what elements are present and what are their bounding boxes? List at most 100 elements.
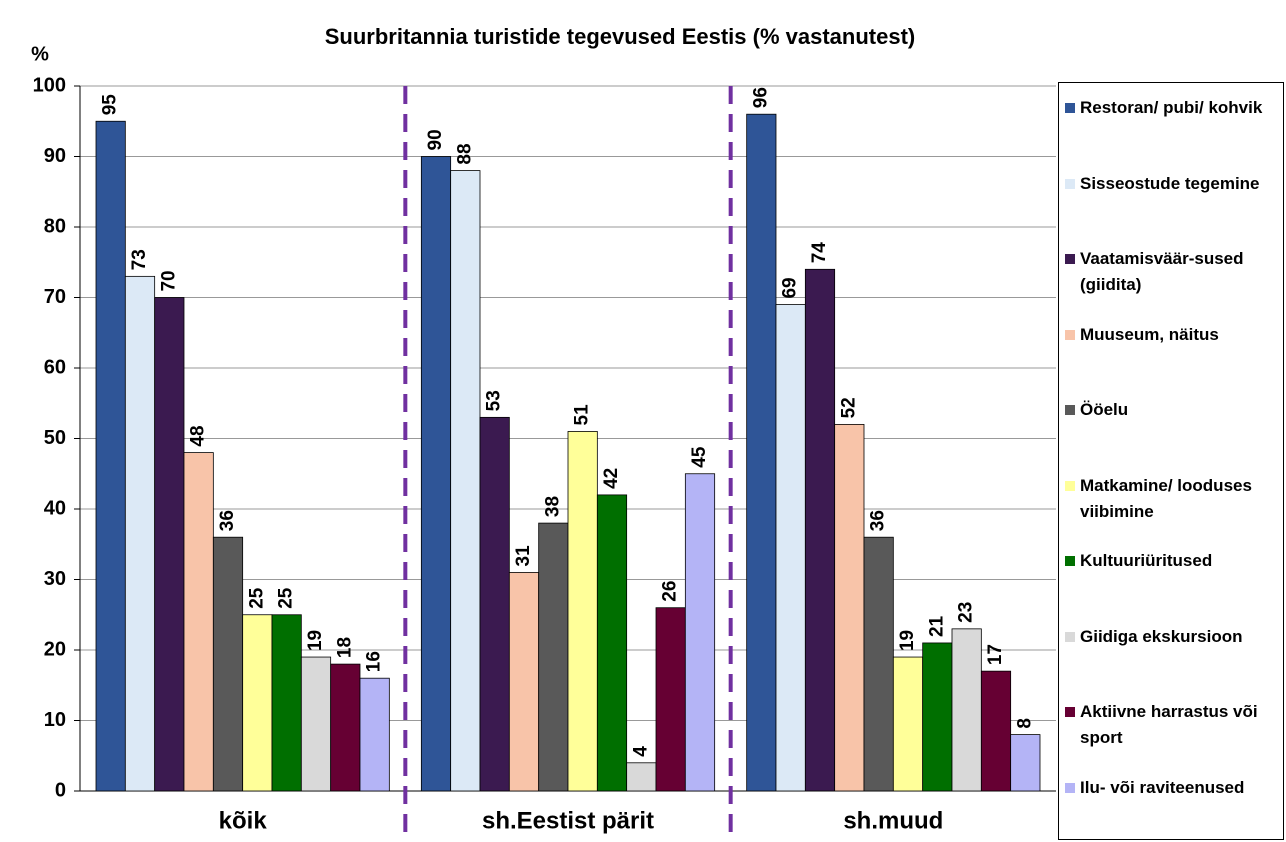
y-tick-label: 90 [44, 145, 66, 167]
data-label: 8 [1014, 718, 1035, 729]
data-label: 23 [956, 602, 977, 623]
legend-swatch [1065, 556, 1075, 566]
data-label: 19 [305, 630, 326, 651]
bar [863, 536, 894, 792]
bar [596, 494, 628, 792]
legend-entry: Muuseum, näitus [1065, 322, 1281, 348]
bar [626, 762, 657, 792]
bar [775, 304, 806, 792]
data-label: 25 [246, 587, 267, 609]
y-tick-label: 80 [44, 215, 66, 237]
data-label: 45 [689, 446, 710, 468]
legend-label: Ilu- või raviteenused [1080, 777, 1245, 797]
data-label: 88 [454, 143, 475, 164]
data-label: 36 [868, 510, 889, 531]
bar [242, 614, 273, 792]
x-tick-label: kõik [219, 807, 268, 834]
legend-label: Aktiivne harrastus või sport [1080, 702, 1258, 747]
bar [420, 156, 452, 792]
bar [154, 297, 185, 792]
data-label: 53 [484, 390, 505, 411]
y-tick-label: 50 [44, 427, 66, 449]
legend-swatch [1065, 329, 1075, 340]
chart-title: Suurbritannia turistide tegevused Eestis… [325, 24, 915, 49]
legend-label: Kultuuriüritused [1080, 551, 1213, 570]
data-label: 48 [188, 425, 209, 446]
legend-swatch [1065, 254, 1075, 264]
bar [359, 677, 390, 792]
legend-swatch [1065, 707, 1075, 717]
data-label: 21 [926, 615, 947, 637]
bar [212, 536, 244, 792]
y-tick-label: 20 [44, 638, 66, 660]
legend-swatch [1065, 782, 1075, 793]
data-label: 38 [542, 496, 563, 517]
bar [567, 431, 598, 792]
bar [892, 656, 924, 792]
bar [450, 170, 481, 792]
data-label: 42 [601, 468, 622, 489]
legend-label: Vaatamisväär-sused (giidita) [1080, 249, 1244, 294]
bar [1010, 734, 1041, 792]
data-label: 90 [425, 129, 446, 150]
bar [124, 275, 156, 792]
bar [538, 522, 569, 792]
data-label: 51 [572, 404, 593, 426]
data-label: 25 [276, 587, 297, 609]
bar [271, 614, 302, 792]
y-axis-label: % [31, 43, 49, 65]
y-tick-label: 10 [44, 709, 66, 731]
data-label: 69 [780, 277, 801, 298]
legend-entry: Vaatamisväär-sused (giidita) [1065, 246, 1281, 298]
data-label: 31 [513, 545, 534, 567]
legend-label: Ööelu [1080, 400, 1129, 419]
data-label: 73 [129, 249, 150, 270]
legend-swatch [1065, 480, 1075, 491]
legend-label: Matkamine/ looduses viibimine [1080, 475, 1252, 521]
data-label: 18 [334, 637, 355, 658]
data-label: 52 [838, 397, 859, 418]
legend-entry: Ilu- või raviteenused [1065, 775, 1281, 801]
legend-entry: Aktiivne harrastus või sport [1065, 699, 1281, 751]
legend-entry: Giidiga ekskursioon [1065, 624, 1281, 650]
bar [183, 452, 214, 792]
legend: Restoran/ pubi/ kohvik Sisseostude tegemi… [1058, 82, 1284, 840]
bar [746, 113, 777, 792]
legend-label: Giidiga ekskursioon [1080, 626, 1243, 646]
data-label: 26 [660, 581, 681, 602]
data-label: 70 [158, 270, 179, 291]
data-label: 95 [100, 94, 121, 116]
bar [300, 656, 332, 792]
bar [95, 120, 126, 792]
bar [951, 628, 982, 792]
bar [330, 663, 361, 792]
legend-entry: Ööelu [1065, 397, 1281, 423]
bar [508, 572, 540, 792]
legend-entry: Restoran/ pubi/ kohvik [1065, 95, 1281, 121]
bar [479, 416, 510, 792]
data-label: 36 [217, 510, 238, 531]
bar [684, 473, 716, 792]
data-label: 96 [750, 87, 771, 108]
data-label: 16 [364, 651, 385, 672]
x-tick-label: sh.Eestist pärit [482, 807, 654, 834]
bar [922, 642, 953, 792]
data-label: 4 [630, 746, 651, 757]
legend-swatch [1065, 405, 1075, 415]
data-label: 74 [809, 242, 830, 264]
bar [980, 670, 1012, 792]
legend-entry: Matkamine/ looduses viibimine [1065, 473, 1281, 525]
data-label: 17 [985, 644, 1006, 665]
legend-label: Restoran/ pubi/ kohvik [1080, 98, 1263, 117]
y-tick-label: 70 [44, 286, 66, 308]
legend-label: Sisseostude tegemine [1080, 173, 1260, 193]
y-tick-label: 0 [55, 779, 66, 801]
legend-entry: Kultuuriüritused [1065, 548, 1281, 574]
y-tick-label: 100 [33, 74, 66, 96]
legend-swatch [1065, 103, 1075, 113]
legend-entry: Sisseostude tegemine [1065, 171, 1281, 197]
bar [834, 423, 865, 792]
legend-swatch [1065, 631, 1075, 642]
